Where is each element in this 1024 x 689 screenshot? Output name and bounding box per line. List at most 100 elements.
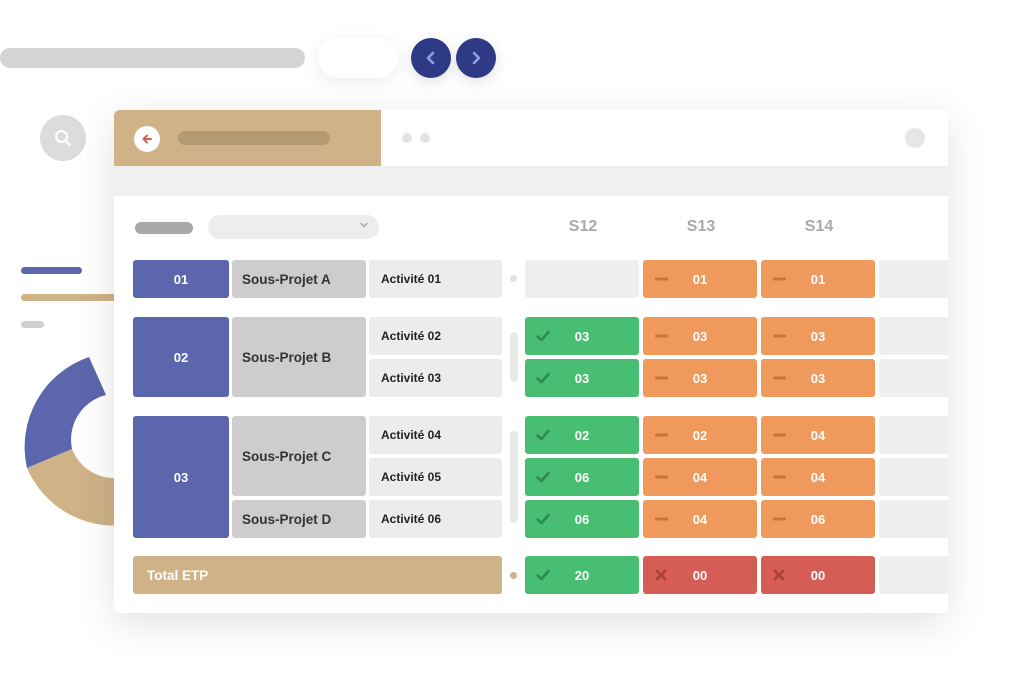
minus-icon <box>655 277 668 281</box>
week-cell-row-05-next[interactable] <box>879 458 948 496</box>
minus-icon <box>773 376 786 380</box>
week-header-s13: S13 <box>686 218 716 235</box>
cell-value: 02 <box>692 427 708 443</box>
project-cell-01[interactable]: 01 <box>133 260 229 298</box>
top-pill <box>318 38 398 78</box>
chevron-left-icon <box>426 51 435 65</box>
planning-card: S12 S13 S14 01 02 03 Sous-Projet A Sous-… <box>114 110 948 613</box>
cell-value: 06 <box>810 511 826 527</box>
week-cell-row-03-s12[interactable]: 03 <box>525 359 639 397</box>
week-cell-row-04-next[interactable] <box>879 416 948 454</box>
week-cell-row-05-s14[interactable]: 04 <box>761 458 875 496</box>
week-header-s12: S12 <box>568 218 598 235</box>
activity-03[interactable]: Activité 03 <box>369 359 502 397</box>
next-button[interactable] <box>456 38 496 78</box>
url-bar-placeholder <box>0 48 305 68</box>
row-scroll-handle[interactable] <box>510 332 518 382</box>
week-cell-row-06-s14[interactable]: 06 <box>761 500 875 538</box>
minus-icon <box>773 334 786 338</box>
cell-value: 04 <box>692 469 708 485</box>
total-cell-s13[interactable]: 00 <box>643 556 757 594</box>
chevron-right-icon <box>472 51 481 65</box>
filter-label-placeholder <box>135 222 193 234</box>
card-header <box>114 110 948 166</box>
week-cell-row-01-s13[interactable]: 01 <box>643 260 757 298</box>
week-cell-row-02-s14[interactable]: 03 <box>761 317 875 355</box>
minus-icon <box>655 475 668 479</box>
week-cell-row-03-s13[interactable]: 03 <box>643 359 757 397</box>
search-icon <box>55 130 72 147</box>
week-cell-row-01-s14[interactable]: 01 <box>761 260 875 298</box>
check-icon <box>536 471 550 483</box>
week-cell-row-04-s12[interactable]: 02 <box>525 416 639 454</box>
minus-icon <box>773 475 786 479</box>
cell-value: 03 <box>810 328 826 344</box>
cell-value: 00 <box>810 567 826 583</box>
activity-04[interactable]: Activité 04 <box>369 416 502 454</box>
project-cell-03[interactable]: 03 <box>133 416 229 538</box>
cross-icon <box>655 569 667 581</box>
chevron-down-icon <box>360 222 368 228</box>
cross-icon <box>773 569 785 581</box>
header-menu-button[interactable] <box>905 128 925 148</box>
total-cell-s14[interactable]: 00 <box>761 556 875 594</box>
week-cell-row-02-s13[interactable]: 03 <box>643 317 757 355</box>
cell-value: 04 <box>692 511 708 527</box>
project-cell-02[interactable]: 02 <box>133 317 229 397</box>
week-cell-row-03-s14[interactable]: 03 <box>761 359 875 397</box>
row-separator-dot <box>510 275 517 282</box>
week-cell-row-05-s13[interactable]: 04 <box>643 458 757 496</box>
prev-button[interactable] <box>411 38 451 78</box>
header-dot <box>420 133 430 143</box>
cell-value: 03 <box>810 370 826 386</box>
cell-value: 03 <box>692 328 708 344</box>
header-dot <box>402 133 412 143</box>
week-cell-row-01-next[interactable] <box>879 260 948 298</box>
week-cell-row-04-s14[interactable]: 04 <box>761 416 875 454</box>
week-cell-row-02-s12[interactable]: 03 <box>525 317 639 355</box>
sub-project-a[interactable]: Sous-Projet A <box>232 260 366 298</box>
check-icon <box>536 429 550 441</box>
arrow-left-icon <box>142 134 152 144</box>
back-button[interactable] <box>134 126 160 152</box>
cell-value: 00 <box>692 567 708 583</box>
toolbar-strip <box>114 166 948 196</box>
week-cell-row-06-s13[interactable]: 04 <box>643 500 757 538</box>
minus-icon <box>655 376 668 380</box>
cell-value: 03 <box>692 370 708 386</box>
total-label: Total ETP <box>133 556 502 594</box>
cell-value: 01 <box>810 271 826 287</box>
sub-project-b[interactable]: Sous-Projet B <box>232 317 366 397</box>
check-icon <box>536 372 550 384</box>
header-title-placeholder <box>178 131 330 145</box>
sub-project-d[interactable]: Sous-Projet D <box>232 500 366 538</box>
side-line <box>21 267 82 274</box>
search-button[interactable] <box>40 115 86 161</box>
total-cell-next[interactable] <box>879 556 948 594</box>
week-cell-row-03-next[interactable] <box>879 359 948 397</box>
sub-project-c[interactable]: Sous-Projet C <box>232 416 366 496</box>
week-cell-row-02-next[interactable] <box>879 317 948 355</box>
check-icon <box>536 330 550 342</box>
week-cell-row-04-s13[interactable]: 02 <box>643 416 757 454</box>
cell-value: 02 <box>574 427 590 443</box>
side-line <box>21 321 44 328</box>
activity-06[interactable]: Activité 06 <box>369 500 502 538</box>
cell-value: 20 <box>574 567 590 583</box>
minus-icon <box>773 517 786 521</box>
cell-value: 01 <box>692 271 708 287</box>
week-cell-row-06-s12[interactable]: 06 <box>525 500 639 538</box>
filter-select[interactable] <box>208 215 379 239</box>
check-icon <box>536 569 550 581</box>
week-cell-row-06-next[interactable] <box>879 500 948 538</box>
activity-02[interactable]: Activité 02 <box>369 317 502 355</box>
activity-05[interactable]: Activité 05 <box>369 458 502 496</box>
row-scroll-handle[interactable] <box>510 431 518 523</box>
minus-icon <box>773 277 786 281</box>
minus-icon <box>655 334 668 338</box>
total-cell-s12[interactable]: 20 <box>525 556 639 594</box>
donut-chart-decoration <box>24 357 125 526</box>
activity-01[interactable]: Activité 01 <box>369 260 502 298</box>
week-cell-row-05-s12[interactable]: 06 <box>525 458 639 496</box>
week-cell-row-01-s12[interactable] <box>525 260 639 298</box>
